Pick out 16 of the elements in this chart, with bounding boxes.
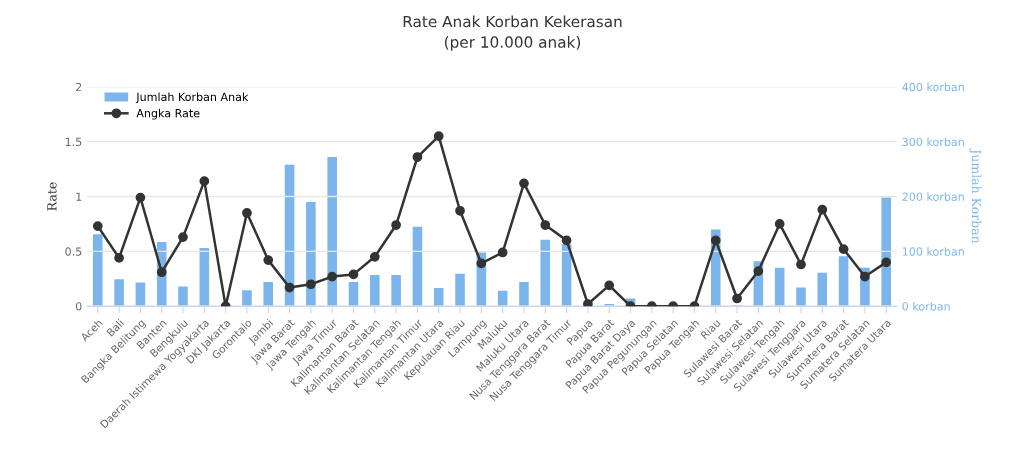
y2-tick-label: 200 korban xyxy=(902,192,964,201)
y-tick-label: 0 xyxy=(75,302,82,311)
legend-label: Angka Rate xyxy=(136,108,200,120)
y-tick-label: 2 xyxy=(76,82,82,92)
y-axis-title: Rate xyxy=(47,182,57,211)
chart-title: Rate Anak Korban Kekerasan xyxy=(403,15,622,28)
y2-axis-title: Jumlah Korban xyxy=(969,148,982,244)
y2-tick-label: 400 korban xyxy=(902,82,964,92)
y-tick-label: 1 xyxy=(76,192,82,201)
legend-label: Jumlah Korban Anak xyxy=(135,92,249,104)
y-tick-label: 1.5 xyxy=(65,137,82,147)
y2-tick-label: 0 korban xyxy=(902,301,950,311)
y2-tick-label: 300 korban xyxy=(902,137,964,147)
y-tick-label: 0.5 xyxy=(65,247,82,256)
chart-subtitle: (per 10.000 anak) xyxy=(444,36,581,51)
y2-tick-label: 100 korban xyxy=(902,247,964,256)
